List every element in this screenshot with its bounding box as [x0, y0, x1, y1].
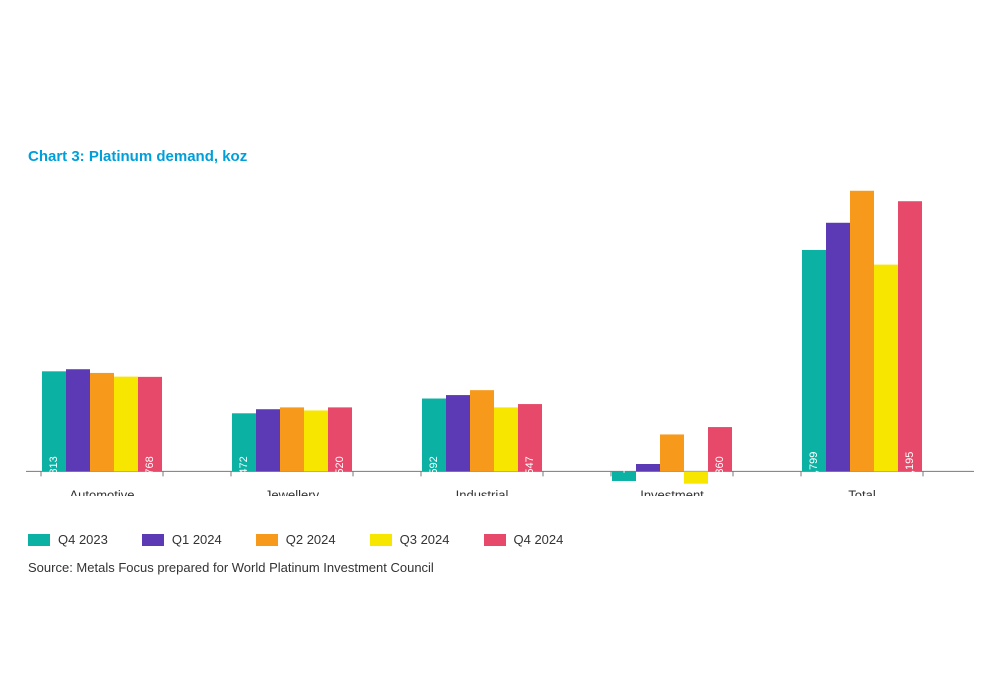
bar	[660, 434, 684, 471]
category-label: Jewellery	[265, 487, 320, 496]
bar-value-label: 768	[144, 456, 156, 474]
legend-label: Q3 2024	[400, 532, 450, 547]
legend-swatch	[370, 534, 392, 546]
category-label: Automotive	[69, 487, 134, 496]
legend-label: Q1 2024	[172, 532, 222, 547]
legend-item: Q2 2024	[256, 532, 336, 547]
legend-label: Q4 2024	[514, 532, 564, 547]
legend-swatch	[256, 534, 278, 546]
legend-item: Q4 2023	[28, 532, 108, 547]
legend-item: Q1 2024	[142, 532, 222, 547]
bar	[256, 409, 280, 471]
category-label: Investment	[640, 487, 704, 496]
category-label: Industrial	[456, 487, 509, 496]
chart-container: Chart 3: Platinum demand, koz 813 768 Auto…	[0, 0, 1000, 675]
bar	[494, 407, 518, 471]
chart-source: Source: Metals Focus prepared for World …	[28, 560, 434, 575]
bar-value-label: 472	[238, 456, 250, 474]
bar	[874, 265, 898, 472]
legend-swatch	[484, 534, 506, 546]
bar	[114, 377, 138, 472]
bar	[66, 369, 90, 471]
legend-swatch	[142, 534, 164, 546]
bar	[826, 223, 850, 472]
chart-legend: Q4 2023 Q1 2024 Q2 2024 Q3 2024 Q4 2024	[28, 532, 563, 547]
bar	[280, 407, 304, 471]
bar-value-label: 360	[714, 456, 726, 474]
legend-swatch	[28, 534, 50, 546]
bar-value-label: 2,195	[904, 452, 916, 480]
bar-value-label: 592	[428, 456, 440, 474]
bar	[802, 250, 826, 471]
bar-value-label: -78	[618, 457, 630, 473]
bar	[90, 373, 114, 471]
category-label: Total	[848, 487, 876, 496]
bar	[470, 390, 494, 471]
bar-value-label: 547	[524, 456, 536, 474]
bar	[850, 191, 874, 472]
legend-item: Q3 2024	[370, 532, 450, 547]
bar	[636, 464, 660, 471]
legend-item: Q4 2024	[484, 532, 564, 547]
bar	[304, 410, 328, 471]
bar	[898, 201, 922, 471]
bar	[684, 471, 708, 483]
bar-value-label: 1,799	[808, 452, 820, 480]
bar-value-label: 813	[48, 456, 60, 474]
chart-title: Chart 3: Platinum demand, koz	[28, 148, 247, 165]
bar-value-label: 520	[334, 456, 346, 474]
bar	[446, 395, 470, 471]
legend-label: Q2 2024	[286, 532, 336, 547]
chart-plot: 813 768 Automotive 472 520 Jewellery 592 547 Ind…	[20, 176, 980, 496]
legend-label: Q4 2023	[58, 532, 108, 547]
